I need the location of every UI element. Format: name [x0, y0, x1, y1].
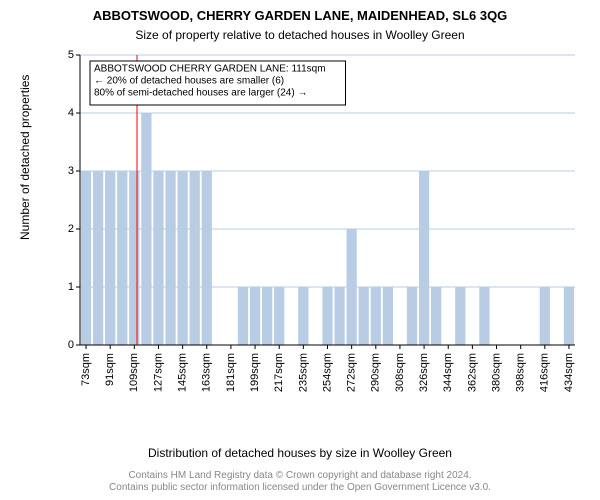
x-tick-label: 272sqm: [346, 353, 358, 392]
x-tick-label: 344sqm: [442, 353, 454, 392]
y-axis-label-text: Number of detached properties: [18, 75, 32, 240]
x-axis-label: Distribution of detached houses by size …: [0, 446, 600, 460]
bar: [129, 171, 139, 345]
bar: [479, 287, 489, 345]
footer-line-1: Contains HM Land Registry data © Crown c…: [0, 470, 600, 482]
bar: [274, 287, 284, 345]
y-tick-label: 5: [68, 50, 74, 61]
bar-chart: 0 1 2 3 4 5 73sqm 91sqm 109sqm 127sqm 145sqm 163sqm…: [60, 50, 580, 400]
chart-title-main: ABBOTSWOOD, CHERRY GARDEN LANE, MAIDENHE…: [0, 8, 600, 23]
chart-title-sub: Size of property relative to detached ho…: [0, 28, 600, 42]
x-tick-label: 380sqm: [490, 353, 502, 392]
x-tick-label: 217sqm: [273, 353, 285, 392]
bar: [419, 171, 429, 345]
x-tick-label: 199sqm: [249, 353, 261, 392]
x-tick-label: 145sqm: [177, 353, 189, 392]
bar: [190, 171, 200, 345]
x-tick-label: 91sqm: [104, 353, 116, 386]
bar: [238, 287, 248, 345]
x-tick-label: 362sqm: [466, 353, 478, 392]
x-tick-label: 73sqm: [80, 353, 92, 386]
bar: [117, 171, 127, 345]
bar: [250, 287, 260, 345]
bar: [371, 287, 381, 345]
bar: [359, 287, 369, 345]
bar: [202, 171, 212, 345]
bar: [383, 287, 393, 345]
y-tick-label: 2: [68, 223, 74, 235]
y-axis-label: Number of detached properties: [18, 75, 32, 240]
bar: [105, 171, 115, 345]
bar: [431, 287, 441, 345]
footer-line-2: Contains public sector information licen…: [0, 482, 600, 494]
x-tick-label: 181sqm: [225, 353, 237, 392]
bar: [455, 287, 465, 345]
bar: [93, 171, 103, 345]
bar: [407, 287, 417, 345]
annotation-line: ← 20% of detached houses are smaller (6): [94, 75, 284, 86]
bar: [81, 171, 91, 345]
bar: [334, 287, 344, 345]
x-tick-label: 434sqm: [563, 353, 575, 392]
bar: [177, 171, 187, 345]
bar: [262, 287, 272, 345]
x-tick-label: 127sqm: [152, 353, 164, 392]
y-tick-label: 0: [68, 339, 74, 351]
x-tick-label: 235sqm: [297, 353, 309, 392]
bar: [564, 287, 574, 345]
bar: [165, 171, 175, 345]
bar: [540, 287, 550, 345]
x-tick-label: 326sqm: [418, 353, 430, 392]
x-tick-label: 398sqm: [515, 353, 527, 392]
y-tick-label: 3: [68, 165, 74, 177]
bar: [298, 287, 308, 345]
bar: [141, 113, 151, 345]
bar: [347, 229, 357, 345]
bar: [153, 171, 163, 345]
x-tick-label: 254sqm: [321, 353, 333, 392]
annotation-line: ABBOTSWOOD CHERRY GARDEN LANE: 111sqm: [94, 63, 326, 74]
bar: [322, 287, 332, 345]
y-tick-label: 1: [68, 281, 74, 293]
x-tick-label: 416sqm: [539, 353, 551, 392]
x-tick-label: 163sqm: [201, 353, 213, 392]
attribution-footer: Contains HM Land Registry data © Crown c…: [0, 470, 600, 494]
annotation-line: 80% of semi-detached houses are larger (…: [94, 87, 307, 98]
x-tick-label: 308sqm: [394, 353, 406, 392]
x-tick-label: 109sqm: [128, 353, 140, 392]
y-tick-label: 4: [68, 107, 74, 119]
x-tick-label: 290sqm: [370, 353, 382, 392]
